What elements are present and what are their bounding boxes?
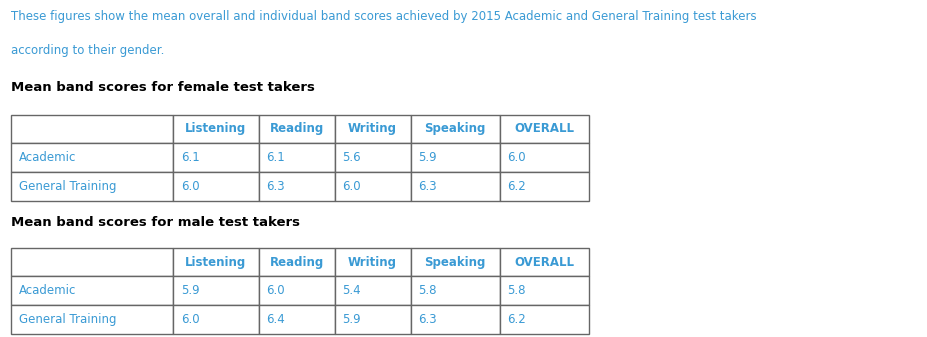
Bar [173,305,259,334]
Bar [411,172,500,201]
Bar [11,143,173,172]
Bar [500,276,589,305]
Text: 6.4: 6.4 [266,313,285,326]
Text: 6.0: 6.0 [181,180,199,193]
Text: 6.3: 6.3 [266,180,285,193]
Bar [335,248,411,276]
Bar [335,305,411,334]
Text: 5.9: 5.9 [181,284,199,297]
Bar [411,305,500,334]
Text: Speaking: Speaking [425,122,486,135]
Bar [259,172,335,201]
Text: Speaking: Speaking [425,255,486,269]
Text: 5.8: 5.8 [418,284,437,297]
Text: 6.0: 6.0 [507,151,526,164]
Text: 6.0: 6.0 [342,180,361,193]
Bar [11,172,173,201]
Bar [500,143,589,172]
Bar [173,172,259,201]
Bar [335,115,411,143]
Bar [259,115,335,143]
Text: 5.9: 5.9 [342,313,361,326]
Bar [500,305,589,334]
Bar [335,143,411,172]
Text: 6.1: 6.1 [266,151,285,164]
Bar [11,305,173,334]
Text: 5.4: 5.4 [342,284,361,297]
Text: Writing: Writing [349,122,397,135]
Bar [411,276,500,305]
Text: Academic: Academic [19,151,76,164]
Text: 5.6: 5.6 [342,151,361,164]
Bar [173,143,259,172]
Text: Listening: Listening [185,122,247,135]
Bar [173,276,259,305]
Text: These figures show the mean overall and individual band scores achieved by 2015 : These figures show the mean overall and … [11,10,756,23]
Text: 6.2: 6.2 [507,180,526,193]
Text: General Training: General Training [19,313,116,326]
Bar [500,172,589,201]
Bar [500,115,589,143]
Bar [335,172,411,201]
Text: 6.0: 6.0 [181,313,199,326]
Text: OVERALL: OVERALL [514,122,574,135]
Text: 6.3: 6.3 [418,180,437,193]
Text: Reading: Reading [270,255,324,269]
Text: OVERALL: OVERALL [514,255,574,269]
Bar [335,276,411,305]
Bar [173,248,259,276]
Bar [411,248,500,276]
Bar [173,115,259,143]
Bar [11,248,173,276]
Bar [259,248,335,276]
Text: 6.1: 6.1 [181,151,199,164]
Text: 5.9: 5.9 [418,151,437,164]
Text: Writing: Writing [349,255,397,269]
Text: Academic: Academic [19,284,76,297]
Bar [411,115,500,143]
Bar [500,248,589,276]
Text: 6.2: 6.2 [507,313,526,326]
Text: Mean band scores for female test takers: Mean band scores for female test takers [11,81,315,94]
Bar [11,276,173,305]
Text: Mean band scores for male test takers: Mean band scores for male test takers [11,216,300,229]
Bar [11,115,173,143]
Text: Reading: Reading [270,122,324,135]
Text: 6.3: 6.3 [418,313,437,326]
Bar [411,143,500,172]
Bar [259,276,335,305]
Text: according to their gender.: according to their gender. [11,44,164,57]
Bar [259,143,335,172]
Text: 6.0: 6.0 [266,284,285,297]
Text: General Training: General Training [19,180,116,193]
Bar [259,305,335,334]
Text: Listening: Listening [185,255,247,269]
Text: 5.8: 5.8 [507,284,526,297]
